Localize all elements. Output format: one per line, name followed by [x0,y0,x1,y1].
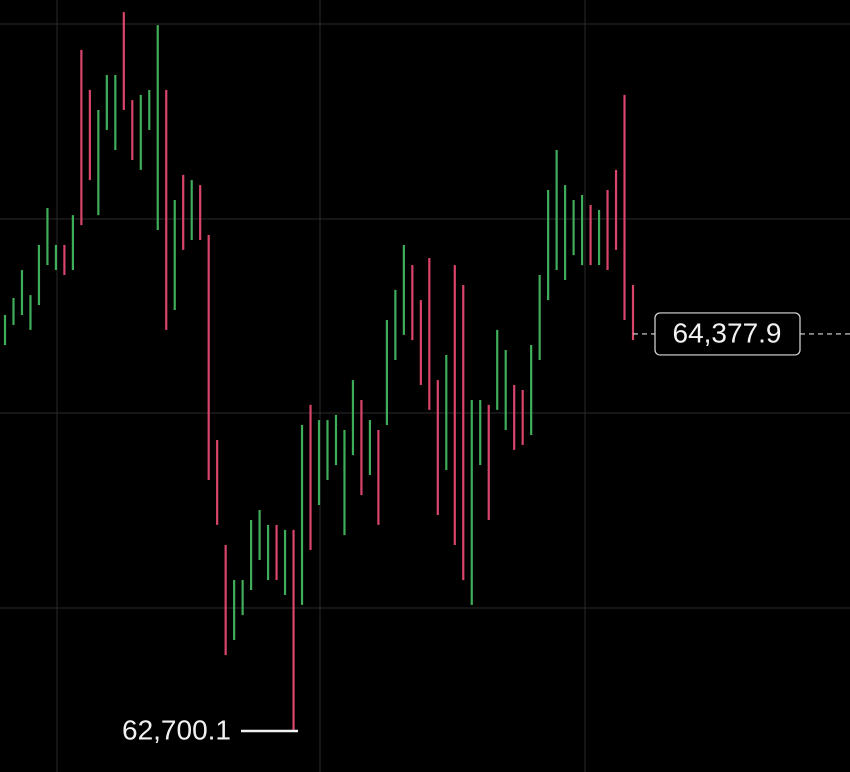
last-price-label: 64,377.9 [673,317,782,348]
low-marker-label: 62,700.1 [122,714,231,745]
candles [3,12,635,732]
last-price-box [654,312,801,356]
